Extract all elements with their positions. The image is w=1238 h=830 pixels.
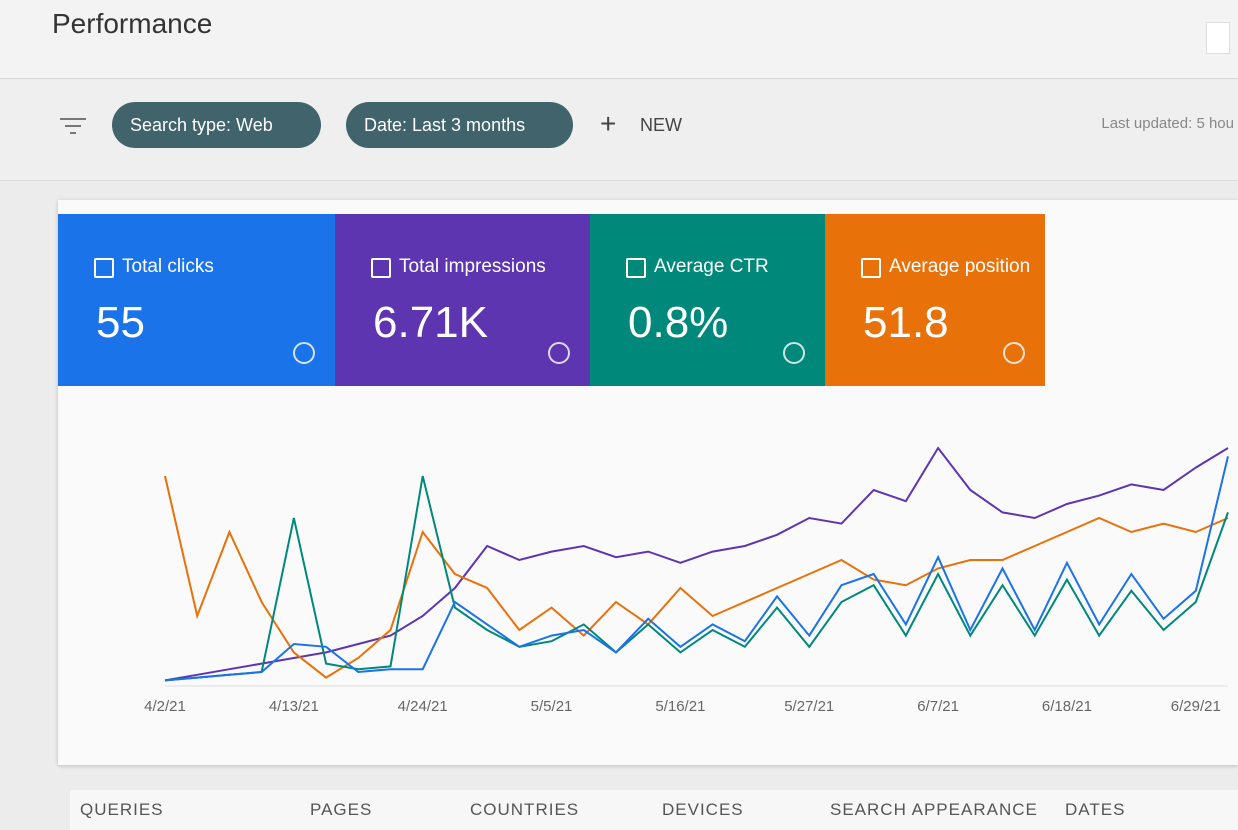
x-tick-label: 4/13/21 xyxy=(269,698,319,715)
tab[interactable]: DATES xyxy=(1065,800,1126,819)
tab[interactable]: QUERIES xyxy=(80,800,164,819)
metric-value: 6.71K xyxy=(373,298,488,347)
filter-chip[interactable]: Search type: Web xyxy=(112,102,321,148)
x-tick-label: 5/5/21 xyxy=(531,698,573,715)
tab-bar: QUERIES PAGES COUNTRIES DEVICES SEARCH APPEA… xyxy=(70,790,1238,830)
series-line xyxy=(164,475,1229,679)
series-line xyxy=(164,475,1229,682)
x-tick-label: 5/27/21 xyxy=(784,698,834,715)
filter-bar: Search type: Web Date: Last 3 months + N… xyxy=(0,80,1238,181)
performance-panel: Total clicks 55 Total impressions 6.71K Aver… xyxy=(58,200,1238,765)
metric-value: 55 xyxy=(96,298,145,347)
x-tick-label: 4/2/21 xyxy=(144,698,186,715)
x-tick-label: 4/24/21 xyxy=(398,698,448,715)
page-title: Performance xyxy=(52,8,213,39)
tab[interactable]: PAGES xyxy=(310,800,373,819)
help-icon[interactable] xyxy=(783,342,805,364)
download-button[interactable] xyxy=(1206,22,1230,54)
checkbox xyxy=(94,258,114,278)
checkbox xyxy=(861,258,881,278)
checkbox xyxy=(626,258,646,278)
x-tick-label: 6/7/21 xyxy=(917,698,959,715)
new-button[interactable]: NEW xyxy=(640,115,682,135)
last-updated: Last updated: 5 hou xyxy=(1101,115,1234,132)
help-icon[interactable] xyxy=(548,342,570,364)
metric-card[interactable]: Total impressions 6.71K xyxy=(335,214,590,386)
metric-card[interactable]: Total clicks 55 xyxy=(58,214,335,386)
metric-label: Average position xyxy=(889,256,1031,277)
tab[interactable]: COUNTRIES xyxy=(470,800,580,819)
help-icon[interactable] xyxy=(1003,342,1025,364)
x-tick-label: 6/18/21 xyxy=(1042,698,1092,715)
metric-card[interactable]: Average position 51.8 xyxy=(825,214,1045,386)
filter-icon[interactable] xyxy=(58,116,88,136)
series-line xyxy=(164,446,1229,682)
plus-icon[interactable]: + xyxy=(600,108,617,139)
help-icon[interactable] xyxy=(293,342,315,364)
tab[interactable]: SEARCH APPEARANCE xyxy=(830,800,1038,819)
filter-chip[interactable]: Date: Last 3 months xyxy=(346,102,574,148)
chart: 4/2/21 4/13/21 4/24/21 5/5/21 5/16/21 5/27/21… xyxy=(144,446,1229,715)
metric-label: Average CTR xyxy=(654,256,769,277)
checkbox xyxy=(371,258,391,278)
metric-label: Total impressions xyxy=(399,256,546,277)
tab[interactable]: DEVICES xyxy=(662,800,744,819)
metric-value: 0.8% xyxy=(628,298,729,347)
metric-card[interactable]: Average CTR 0.8% xyxy=(590,214,825,386)
metric-label: Total clicks xyxy=(122,256,214,277)
series-line xyxy=(164,456,1229,682)
metric-value: 51.8 xyxy=(863,298,949,347)
x-tick-label: 5/16/21 xyxy=(655,698,705,715)
header: Performance xyxy=(0,0,1238,79)
x-tick-label: 6/29/21 xyxy=(1171,698,1221,715)
